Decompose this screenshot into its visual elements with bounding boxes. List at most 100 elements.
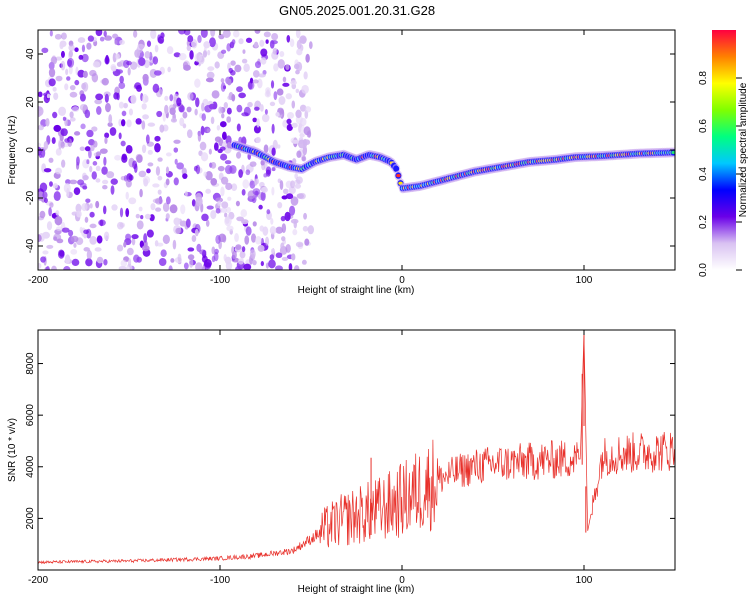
spectrogram-noise-blob: [150, 203, 156, 211]
spectrogram-noise-blob: [238, 92, 246, 99]
spectrogram-noise-blob: [269, 254, 275, 260]
spectrogram-noise-blob: [209, 37, 216, 48]
spectrogram-noise-blob: [187, 92, 194, 101]
spectrogram-noise-blob: [259, 39, 265, 47]
spectrogram-noise-blob: [197, 132, 202, 142]
spectrogram-noise-blob: [239, 250, 246, 259]
spectrogram-noise-blob: [86, 159, 90, 165]
spectrogram-noise-blob: [230, 70, 236, 76]
snr-y-axis-label: SNR (10 * v/v): [7, 418, 18, 482]
spectrogram-noise-blob: [199, 249, 207, 255]
spectrogram-noise-blob: [205, 219, 210, 227]
spectrogram-noise-blob: [252, 79, 259, 84]
spectrogram-noise-blob: [307, 225, 315, 235]
spectrogram-noise-blob: [273, 63, 279, 72]
spectrogram-noise-blob: [103, 156, 107, 166]
spectrogram-noise-blob: [182, 173, 188, 179]
spectrogram-noise-blob: [71, 258, 80, 267]
colorbar-ticks: 0.0 0.2 0.4 0.6 0.8: [698, 71, 742, 277]
spectrogram-noise-blob: [119, 39, 125, 45]
spectrogram-noise-blob: [290, 218, 299, 224]
spectrogram-noise-blob: [123, 175, 128, 182]
spectrogram-noise-blob: [285, 243, 291, 253]
spectrogram-noise-blob: [305, 53, 310, 63]
spectrogram-noise-blob: [81, 82, 87, 90]
snr-frame: [37, 329, 676, 571]
spectrogram-noise-blob: [95, 151, 102, 156]
spectrogram-noise-blob: [120, 259, 128, 267]
spectrogram-noise-blob: [241, 246, 246, 253]
spectrogram-noise-blob: [298, 192, 306, 200]
spectrogram-noise-blob: [200, 152, 209, 162]
spectrogram-noise-blob: [183, 64, 191, 71]
spectrogram-noise-blob: [107, 122, 113, 127]
spectrogram-noise-blob: [141, 144, 147, 154]
spectrogram-noise-blob: [70, 235, 79, 243]
spectrogram-noise-blob: [299, 133, 305, 138]
spectrogram-noise-blob: [110, 185, 115, 195]
spectrogram-noise-blob: [83, 229, 89, 235]
spectrogram-noise-blob: [95, 30, 103, 37]
spectrogram-noise-blob: [188, 257, 194, 268]
spectrogram-noise-blob: [138, 57, 146, 66]
spectrogram-noise-blob: [290, 196, 299, 206]
spectrogram-noise-blob: [133, 254, 140, 263]
spectrogram-noise-blob: [301, 84, 309, 94]
spectrogram-noise-blob: [79, 182, 87, 188]
spectrogram-noise-blob: [278, 96, 286, 105]
spectrogram-noise-blob: [141, 103, 147, 110]
spectrogram-noise-blob: [249, 161, 257, 167]
spectrogram-noise-blob: [187, 35, 194, 43]
spectrogram-noise-blob: [293, 63, 300, 70]
spectrogram-noise-blob: [237, 258, 245, 265]
spectrogram-noise-blob: [258, 73, 266, 78]
spectrogram-noise-blob: [121, 154, 128, 163]
spectrogram-y-tick-label: 20: [25, 96, 36, 108]
spectrogram-noise-blob: [255, 136, 261, 144]
spectrogram-noise-blob: [125, 191, 129, 200]
spectrogram-noise-blob: [127, 67, 131, 76]
spectrogram-noise-blob: [44, 197, 48, 204]
spectrogram-noise-blob: [155, 197, 163, 205]
spectrogram-noise-blob: [126, 119, 132, 128]
spectrogram-y-tick-label: -20: [25, 190, 36, 205]
spectrogram-noise-blob: [231, 94, 236, 102]
spectrogram-noise-blob: [265, 166, 272, 175]
spectrogram-noise-blob: [308, 41, 313, 49]
spectrogram-noise-blob: [138, 170, 147, 178]
spectrogram-ridge-core: [671, 150, 675, 155]
spectrogram-noise-blob: [157, 157, 163, 162]
spectrogram-noise-blob: [102, 179, 109, 185]
spectrogram-noise-blob: [244, 235, 250, 245]
spectrogram-noise-blob: [105, 102, 111, 113]
spectrogram-noise-blob: [238, 38, 244, 45]
spectrogram-noise-blob: [89, 69, 97, 77]
spectrogram-noise-blob: [153, 70, 162, 76]
spectrogram-noise-blob: [187, 247, 195, 252]
spectrogram-noise-blob: [271, 32, 279, 41]
spectrogram-noise-blob: [254, 41, 259, 48]
spectrogram-noise-blob: [38, 234, 42, 242]
spectrogram-noise-blob: [180, 204, 186, 215]
spectrogram-noise-blob: [271, 186, 275, 196]
spectrogram-noise-blob: [94, 247, 102, 252]
spectrogram-noise-blob: [280, 215, 286, 222]
spectrogram-noise-blob: [254, 235, 262, 245]
snr-x-tick-label: 100: [576, 575, 593, 586]
spectrogram-noise-blob: [60, 141, 65, 149]
spectrogram-noise-blob: [173, 177, 179, 186]
spectrogram-noise-blob: [210, 116, 215, 125]
spectrogram-noise-blob: [281, 195, 288, 200]
spectrogram-noise-blob: [49, 181, 53, 187]
spectrogram-noise-blob: [286, 123, 293, 132]
spectrogram-noise-blob: [177, 253, 182, 262]
spectrogram-noise-blob: [89, 236, 97, 245]
spectrogram-noise-blob: [281, 236, 286, 242]
spectrogram-noise-blob: [260, 191, 266, 202]
spectrogram-noise-blob: [260, 48, 268, 57]
spectrogram-noise-blob: [79, 93, 86, 102]
spectrogram-noise-blob: [64, 138, 70, 143]
spectrogram-noise-blob: [236, 104, 243, 113]
spectrogram-noise-blob: [79, 104, 88, 111]
